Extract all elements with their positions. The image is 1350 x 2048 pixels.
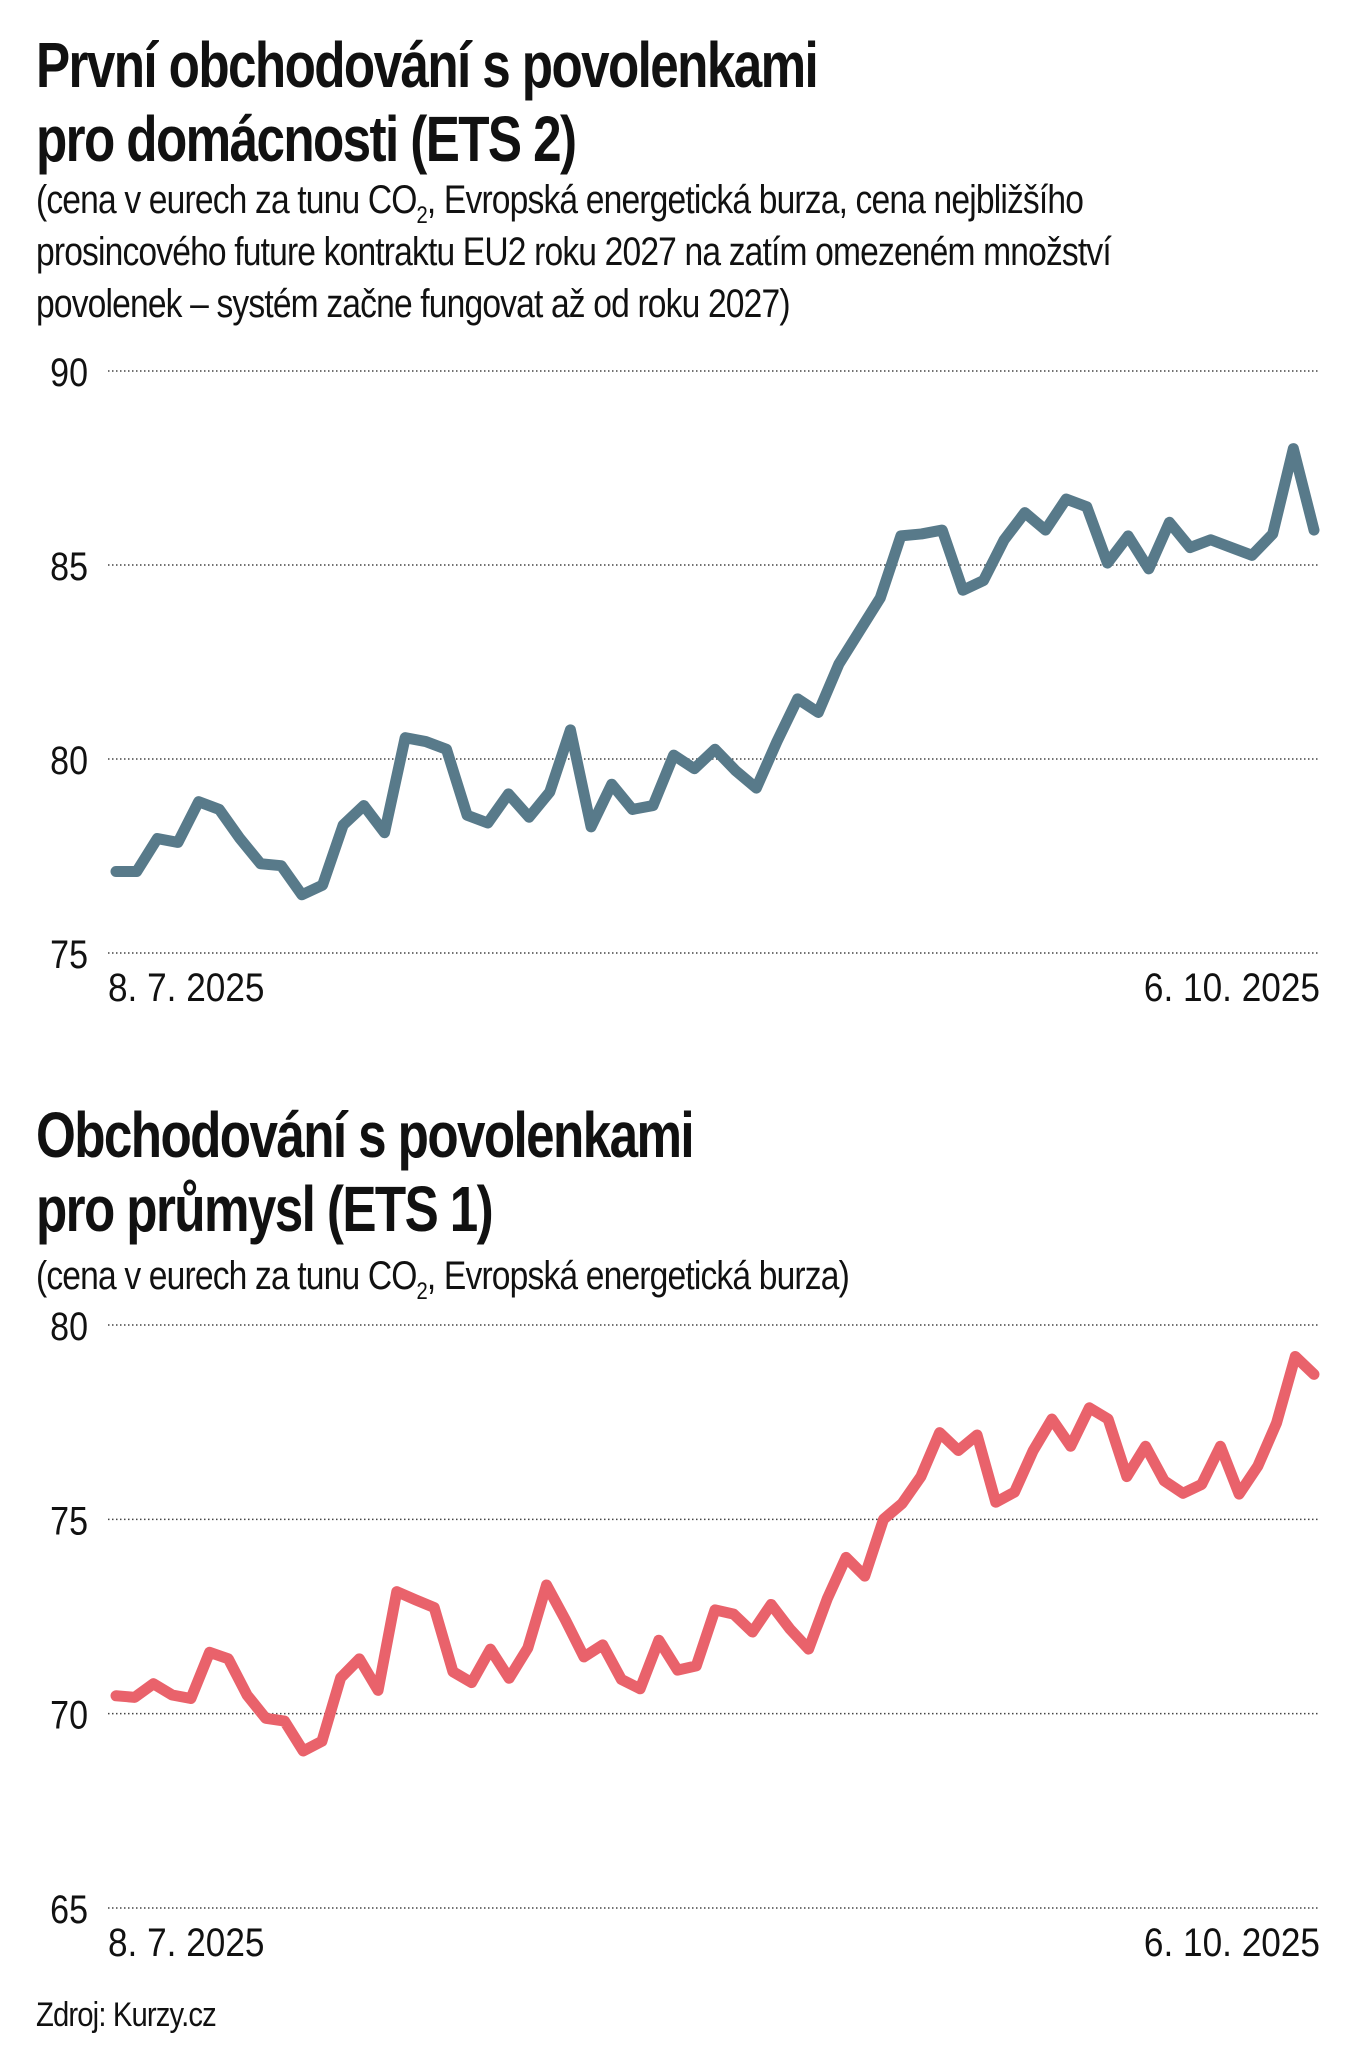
- y-tick-label: 80: [50, 737, 88, 782]
- chart2-title-line2: pro průmysl (ETS 1): [36, 1173, 494, 1245]
- chart-ets1: 80 75 70 65 8. 7. 2025 6. 10. 2025: [50, 1303, 1320, 1965]
- chart2-subtitle-part-a: (cena v eurech za tunu CO: [36, 1254, 417, 1298]
- source-note: Zdroj: Kurzy.cz: [36, 1996, 217, 2034]
- series-line: [110, 1350, 1320, 1757]
- y-tick-label: 75: [50, 1498, 88, 1543]
- chart1-subtitle-subscript: 2: [416, 202, 428, 229]
- chart1-subtitle-line3: povolenek – systém začne fungovat až od …: [36, 282, 791, 326]
- y-tick-label: 75: [50, 931, 88, 976]
- chart1-subtitle-part-a: (cena v eurech za tunu CO: [36, 178, 417, 222]
- chart2-title: Obchodování s povolenkami pro průmysl (E…: [36, 1098, 695, 1246]
- x-tick-label-start: 8. 7. 2025: [108, 965, 265, 1010]
- chart2-subtitle: (cena v eurech za tunu CO2, Evropská ene…: [36, 1250, 850, 1305]
- chart-ets2: 90 85 80 75 8. 7. 2025 6. 10. 2025: [50, 349, 1320, 1010]
- chart2-title-line1: Obchodování s povolenkami: [36, 1099, 695, 1171]
- chart1-subtitle-line2: prosincového future kontraktu EU2 roku 2…: [36, 230, 1112, 274]
- chart2-subtitle-part-b: , Evropská energetická burza): [426, 1254, 850, 1298]
- y-tick-label: 90: [50, 349, 88, 394]
- y-tick-label: 65: [50, 1886, 88, 1931]
- x-tick-label-end: 6. 10. 2025: [1144, 1920, 1320, 1965]
- x-tick-label-start: 8. 7. 2025: [108, 1920, 265, 1965]
- series-line: [110, 443, 1320, 901]
- x-tick-label-end: 6. 10. 2025: [1144, 965, 1320, 1010]
- chart1-subtitle-part-b: , Evropská energetická burza, cena nejbl…: [426, 178, 1084, 222]
- chart2-subtitle-subscript: 2: [416, 1278, 428, 1305]
- y-tick-label: 70: [50, 1692, 88, 1737]
- chart1-title: První obchodování s povolenkami pro domá…: [36, 28, 819, 176]
- chart1-subtitle: (cena v eurech za tunu CO2, Evropská ene…: [36, 174, 1112, 330]
- chart1-title-line1: První obchodování s povolenkami: [36, 29, 819, 101]
- chart1-title-line2: pro domácnosti (ETS 2): [36, 103, 577, 175]
- y-tick-label: 80: [50, 1303, 88, 1348]
- y-tick-label: 85: [50, 543, 88, 588]
